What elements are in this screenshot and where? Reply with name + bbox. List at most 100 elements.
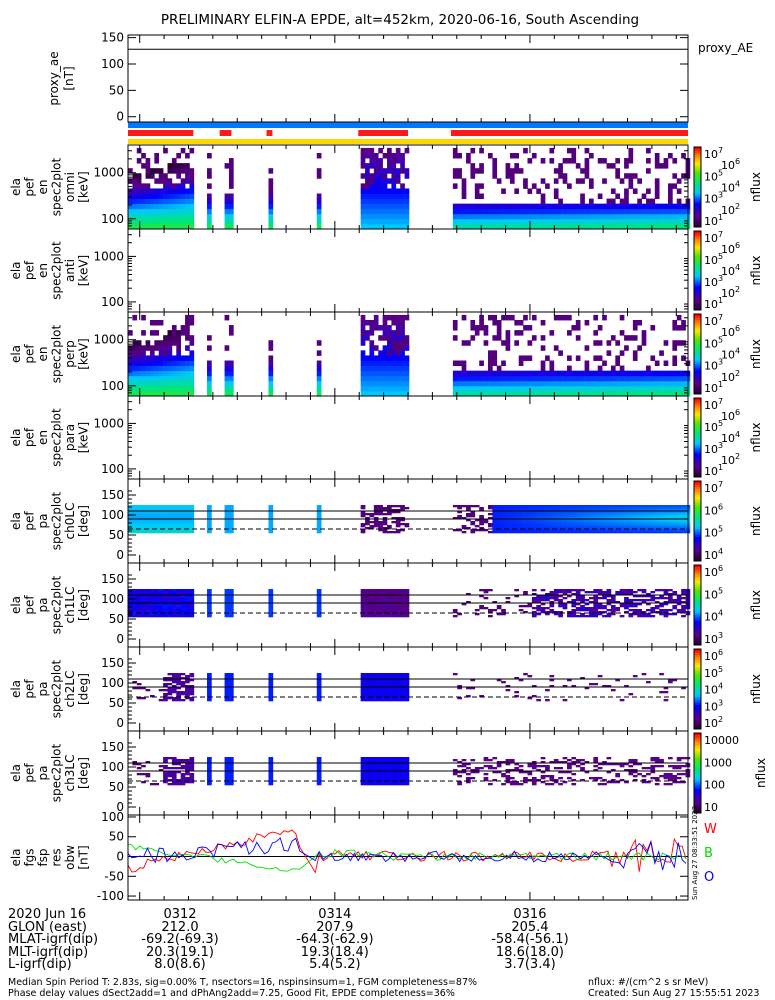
pitch-angle-cell bbox=[523, 511, 528, 514]
spectrogram-cell bbox=[189, 380, 195, 387]
pitch-angle-cell bbox=[536, 525, 541, 528]
pitch-angle-cell bbox=[382, 601, 388, 604]
spectrogram-cell bbox=[154, 380, 160, 387]
pitch-angle-cell bbox=[391, 681, 397, 684]
pitch-angle-cell bbox=[180, 529, 186, 532]
pitch-angle-cell bbox=[558, 523, 563, 526]
pitch-angle-cell bbox=[189, 509, 195, 512]
pitch-angle-cell bbox=[382, 683, 388, 686]
pitch-angle-cell bbox=[391, 589, 397, 592]
colorbar-swatch bbox=[694, 388, 701, 391]
spectrogram-cell bbox=[514, 218, 520, 225]
spectrogram-cell bbox=[167, 183, 173, 189]
spectrogram-cell bbox=[518, 203, 524, 210]
pitch-angle-cell bbox=[167, 601, 173, 604]
spectrogram-cell bbox=[395, 390, 401, 397]
colorbar-swatch bbox=[694, 264, 701, 267]
colorbar-frame bbox=[693, 313, 702, 395]
pitch-angle-cell bbox=[527, 521, 533, 524]
pitch-angle-cell bbox=[571, 519, 577, 522]
pitch-angle-cell bbox=[461, 517, 467, 520]
pitch-angle-cell bbox=[163, 593, 168, 596]
pitch-angle-cell bbox=[457, 613, 462, 616]
pitch-angle-cell bbox=[619, 591, 625, 594]
spectrogram-cell bbox=[207, 152, 212, 159]
pitch-angle-cell bbox=[400, 609, 405, 612]
spectrogram-cell bbox=[404, 355, 410, 361]
colorbar-frame bbox=[693, 648, 702, 730]
pitch-angle-cell bbox=[549, 509, 555, 512]
pitch-angle-cell bbox=[369, 679, 375, 682]
spectrogram-cell bbox=[615, 193, 621, 200]
colorbar-swatch bbox=[694, 258, 701, 262]
pitch-angle-cell bbox=[404, 601, 410, 604]
pitch-angle-cell bbox=[681, 601, 686, 604]
pitch-angle-cell bbox=[268, 509, 274, 512]
pitch-angle-cell bbox=[180, 699, 186, 702]
spectrogram-cell bbox=[391, 350, 397, 356]
pitch-angle-cell bbox=[575, 515, 581, 518]
pitch-angle-cell bbox=[610, 605, 616, 608]
colorbar-swatch bbox=[694, 721, 701, 724]
spectrogram-cell bbox=[597, 370, 603, 377]
pitch-angle-cell bbox=[593, 505, 599, 508]
spectrogram-cell bbox=[505, 223, 511, 230]
pitch-angle-cell bbox=[369, 685, 375, 688]
spectrogram-cell bbox=[606, 370, 612, 377]
pitch-angle-cell bbox=[180, 775, 186, 778]
pitch-angle-cell bbox=[650, 595, 656, 598]
pitch-angle-cell bbox=[180, 593, 186, 596]
spectrogram-cell bbox=[171, 213, 177, 220]
spectrogram-cell bbox=[132, 198, 138, 205]
pitch-angle-cell bbox=[316, 765, 322, 768]
spectrogram-cell bbox=[189, 147, 195, 154]
spectrogram-cell bbox=[167, 198, 173, 205]
colorbar-swatch bbox=[694, 398, 701, 401]
pitch-angle-cell bbox=[373, 689, 379, 692]
colorbar-swatch bbox=[694, 427, 701, 430]
spectrogram-cell bbox=[681, 355, 686, 361]
pitch-angle-cell bbox=[663, 527, 669, 530]
pitch-angle-cell bbox=[132, 593, 138, 596]
pitch-angle-cell bbox=[536, 597, 541, 600]
spectrogram-cell bbox=[369, 183, 375, 189]
pitch-angle-cell bbox=[382, 681, 388, 684]
pitch-angle-cell bbox=[176, 683, 181, 686]
pitch-angle-cell bbox=[553, 505, 559, 508]
spectrogram-cell bbox=[479, 147, 484, 154]
spectrogram-cell bbox=[136, 203, 142, 210]
pitch-angle-cell bbox=[154, 521, 160, 524]
spectrogram-cell bbox=[136, 370, 142, 377]
pitch-angle-cell bbox=[365, 601, 370, 604]
pitch-angle-cell bbox=[207, 519, 212, 522]
pitch-angle-cell bbox=[158, 597, 164, 600]
spectrogram-cell bbox=[632, 375, 638, 382]
colorbar-swatch bbox=[694, 207, 701, 210]
pitch-angle-cell bbox=[641, 611, 647, 614]
spectrogram-cell bbox=[483, 223, 489, 230]
pitch-angle-cell bbox=[373, 599, 379, 602]
pitch-angle-cell bbox=[158, 527, 164, 530]
spectrogram-cell bbox=[171, 375, 177, 382]
pitch-angle-cell bbox=[549, 603, 555, 606]
pitch-angle-cell bbox=[158, 595, 164, 598]
spectrogram-cell bbox=[141, 152, 146, 159]
pitch-angle-cell bbox=[509, 527, 515, 530]
pitch-angle-cell bbox=[400, 593, 405, 596]
pitch-angle-cell bbox=[185, 511, 190, 514]
pitch-angle-cell bbox=[185, 609, 190, 612]
pitch-angle-cell bbox=[562, 521, 568, 524]
pitch-angle-cell bbox=[145, 531, 151, 534]
pitch-angle-cell bbox=[540, 517, 546, 520]
spectrogram-cell bbox=[610, 208, 616, 215]
pitch-angle-cell bbox=[378, 509, 383, 512]
colorbar-tick-label: 106 bbox=[721, 408, 740, 423]
spectrogram-cell bbox=[268, 223, 274, 230]
spectrogram-cell bbox=[641, 330, 647, 336]
spectrogram-cell bbox=[553, 193, 559, 200]
pitch-angle-cell bbox=[268, 531, 274, 534]
pitch-angle-cell bbox=[501, 521, 506, 524]
pitch-angle-cell bbox=[228, 529, 234, 532]
spectrogram-cell bbox=[387, 385, 392, 392]
